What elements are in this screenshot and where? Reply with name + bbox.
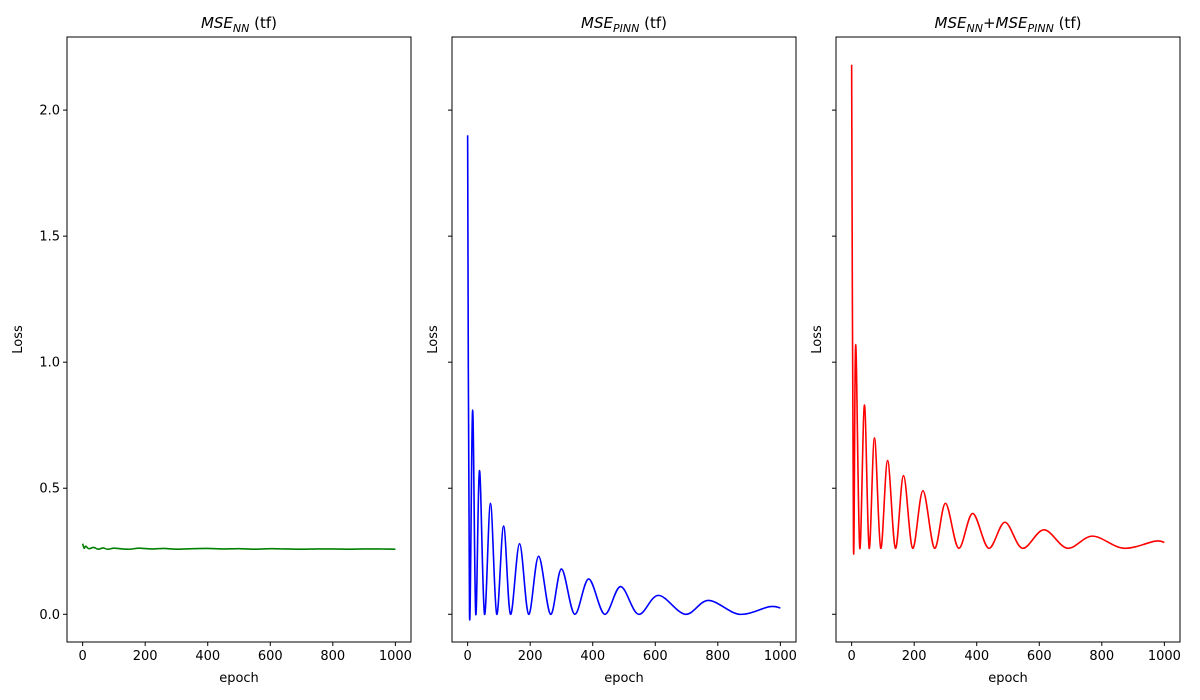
loss-line [850, 64, 1165, 555]
y-axis-label: Loss [426, 325, 441, 354]
subplot-title: MSENN (tf) [201, 14, 277, 35]
title-segment: +MSE [983, 14, 1028, 32]
x-tick-label: 200 [902, 649, 927, 664]
x-axis-label: epoch [988, 671, 1028, 686]
y-tick-label: 0.5 [39, 482, 60, 497]
title-segment: (tf) [639, 14, 667, 32]
x-tick-label: 800 [320, 649, 345, 664]
axes-frame [66, 36, 412, 643]
y-axis-label: Loss [11, 325, 26, 354]
x-tick-label: 600 [643, 649, 668, 664]
y-tick-label: 1.5 [39, 230, 60, 245]
x-tick-label: 0 [847, 649, 855, 664]
title-segment: MSE [581, 14, 613, 32]
x-tick-label: 400 [580, 649, 605, 664]
x-tick-label: 0 [78, 649, 86, 664]
x-tick-label: 200 [133, 649, 158, 664]
x-tick-label: 600 [1027, 649, 1052, 664]
subplot: MSENN+MSEPINN (tf) 0 200 400 600 800 1000 epoch… [810, 14, 1181, 686]
y-tick-label: 1.0 [39, 356, 60, 371]
x-tick-label: 1000 [764, 649, 797, 664]
subplot: MSENN (tf) 0 200 400 600 800 1000 0.0 0.5 1.0 1.5 2… [11, 14, 412, 686]
x-tick-label: 400 [964, 649, 989, 664]
title-segment: PINN [613, 22, 639, 35]
x-tick-label: 200 [518, 649, 543, 664]
x-axis-label: epoch [219, 671, 259, 686]
loss-line [466, 135, 781, 621]
axes-frame [835, 36, 1181, 643]
x-tick-label: 400 [195, 649, 220, 664]
title-segment: MSE [935, 14, 967, 32]
title-segment: NN [233, 22, 249, 35]
x-tick-label: 800 [1089, 649, 1114, 664]
subplot-title: MSENN+MSEPINN (tf) [935, 14, 1082, 35]
title-segment: NN [966, 22, 982, 35]
x-axis-label: epoch [604, 671, 644, 686]
x-tick-label: 1000 [379, 649, 412, 664]
y-tick-label: 0.0 [39, 608, 60, 623]
loss-line [81, 543, 396, 551]
title-segment: (tf) [249, 14, 277, 32]
axes-frame [451, 36, 797, 643]
subplot-title: MSEPINN (tf) [581, 14, 667, 35]
title-segment: PINN [1027, 22, 1053, 35]
x-tick-label: 0 [463, 649, 471, 664]
x-tick-label: 1000 [1148, 649, 1181, 664]
subplot: MSEPINN (tf) 0 200 400 600 800 1000 epoch Loss [426, 14, 797, 686]
title-segment: MSE [201, 14, 233, 32]
title-segment: (tf) [1054, 14, 1082, 32]
y-axis-label: Loss [810, 325, 825, 354]
x-tick-label: 800 [705, 649, 730, 664]
y-tick-label: 2.0 [39, 104, 60, 119]
x-tick-label: 600 [258, 649, 283, 664]
